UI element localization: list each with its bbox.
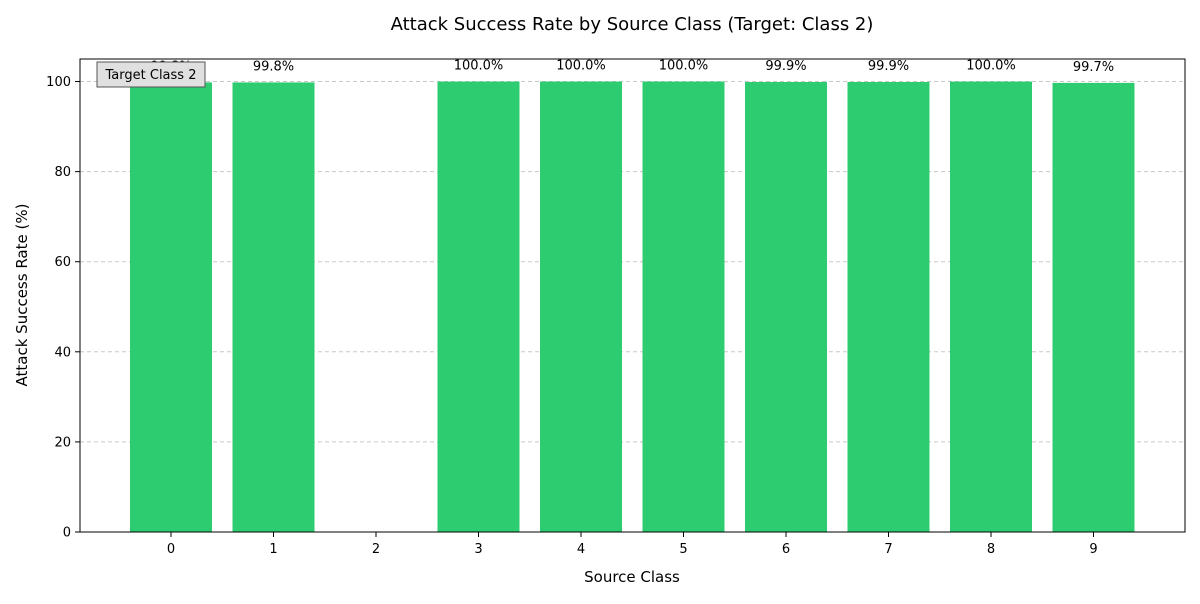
y-tick-label: 100 bbox=[46, 75, 71, 90]
x-tick-label: 6 bbox=[782, 542, 790, 557]
bar-value-label: 100.0% bbox=[966, 59, 1016, 74]
x-axis-label: Source Class bbox=[584, 568, 680, 586]
plot-frame bbox=[79, 58, 1186, 533]
y-axis-label: Attack Success Rate (%) bbox=[13, 204, 31, 387]
y-tick-label: 60 bbox=[54, 255, 71, 270]
bar-class-9 bbox=[1052, 82, 1135, 532]
annotation-text: Target Class 2 bbox=[105, 68, 197, 83]
bar-value-label: 99.9% bbox=[868, 59, 909, 74]
bars bbox=[130, 81, 1135, 533]
x-axis-ticks: 0 1 2 3 4 5 6 7 8 9 bbox=[167, 532, 1098, 557]
x-tick-label: 0 bbox=[167, 542, 175, 557]
x-tick-label: 8 bbox=[987, 542, 995, 557]
data-labels: 99.8%99.8%100.0%100.0%100.0%99.9%99.9%10… bbox=[150, 59, 1114, 75]
bar-class-6 bbox=[745, 81, 827, 532]
x-tick-label: 4 bbox=[577, 542, 585, 557]
bar-class-8 bbox=[950, 81, 1032, 533]
x-tick-label: 3 bbox=[474, 542, 482, 557]
bar-value-label: 100.0% bbox=[454, 59, 504, 74]
x-tick-label: 7 bbox=[884, 542, 892, 557]
bar-value-label: 100.0% bbox=[556, 59, 606, 74]
bar-value-label: 99.8% bbox=[253, 59, 294, 74]
x-tick-label: 2 bbox=[372, 542, 380, 557]
bar-value-label: 100.0% bbox=[659, 59, 709, 74]
x-tick-label: 5 bbox=[679, 542, 687, 557]
bar-class-1 bbox=[232, 82, 315, 533]
y-tick-label: 0 bbox=[63, 526, 71, 541]
y-tick-label: 20 bbox=[54, 435, 71, 450]
y-tick-label: 80 bbox=[54, 165, 71, 180]
annotation-box bbox=[96, 61, 206, 88]
y-tick-label: 40 bbox=[54, 345, 71, 360]
bar-class-5 bbox=[642, 81, 725, 533]
bar-class-3 bbox=[437, 81, 520, 533]
bar-value-label: 99.7% bbox=[1073, 60, 1114, 75]
y-axis-ticks: 0 20 40 60 80 100 bbox=[46, 75, 80, 541]
x-tick-label: 9 bbox=[1089, 542, 1097, 557]
chart-title: Attack Success Rate by Source Class (Tar… bbox=[391, 14, 874, 35]
bar-class-7 bbox=[847, 81, 930, 532]
bar-class-0 bbox=[130, 82, 212, 533]
bar-class-4 bbox=[540, 81, 622, 533]
x-tick-label: 1 bbox=[269, 542, 277, 557]
bar-value-label: 99.9% bbox=[765, 59, 806, 74]
target-annotation: Target Class 2 bbox=[96, 61, 206, 88]
